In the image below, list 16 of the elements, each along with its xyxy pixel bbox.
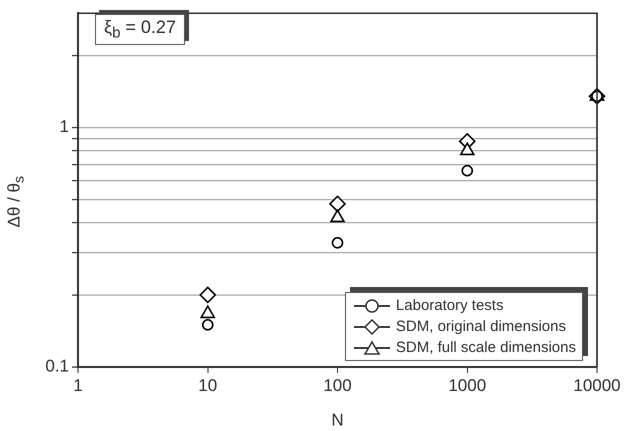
x-tick-label: 1000 xyxy=(448,376,486,395)
legend-label: SDM, original dimensions xyxy=(396,318,566,335)
point xyxy=(332,237,344,249)
x-tick-label: 1 xyxy=(73,376,83,395)
point xyxy=(329,196,346,212)
legend-label: Laboratory tests xyxy=(396,297,504,314)
point xyxy=(461,164,474,177)
legend-label: SDM, full scale dimensions xyxy=(396,339,576,356)
x-tick-label: 10 xyxy=(198,376,218,395)
x-tick-label: 10000 xyxy=(573,376,621,395)
point xyxy=(199,286,216,304)
point xyxy=(202,319,214,331)
x-tick-label: 100 xyxy=(323,376,352,395)
x-axis-title: N xyxy=(331,410,344,430)
annotation: ξ$_{b}$ = 0.27 xyxy=(95,14,185,45)
y-tick-label: 0.1 xyxy=(45,356,69,376)
